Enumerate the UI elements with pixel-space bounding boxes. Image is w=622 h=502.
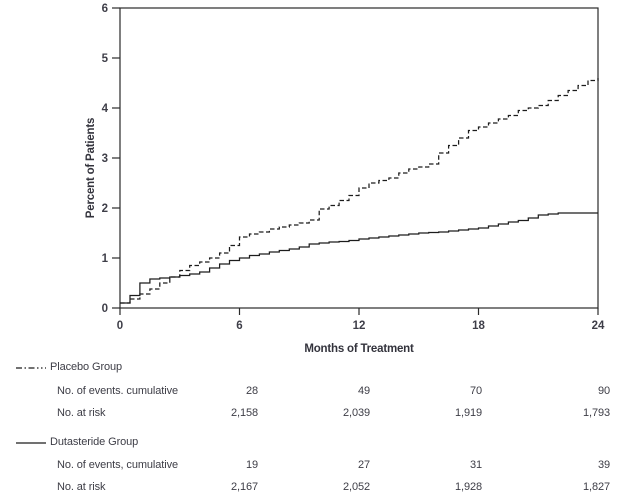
dutasteride-group-label: Dutasteride Group (50, 436, 139, 448)
x-tick-label: 24 (592, 320, 605, 332)
legend-row-placebo: Placebo Group (0, 361, 622, 377)
series-path-placebo-group (120, 78, 599, 304)
placebo-group-label: Placebo Group (50, 361, 123, 373)
x-tick-label: 18 (472, 320, 485, 332)
x-tick-label: 6 (236, 320, 242, 332)
placebo-events-m24: 90 (597, 385, 610, 397)
y-axis-title: Percent of Patients (85, 117, 97, 219)
dutasteride-risk-m24: 1,827 (582, 481, 610, 493)
y-tick-label: 1 (102, 253, 109, 265)
y-tick-label: 5 (102, 53, 109, 65)
dutasteride-risk-m12: 2,052 (342, 481, 370, 493)
placebo-events-label: No. of events. cumulative (57, 385, 179, 397)
legend-row-dutasteride: Dutasteride Group (0, 436, 622, 452)
placebo-risk-m18: 1,919 (454, 407, 482, 419)
table-row: No. of events, cumulative 19 27 31 39 (0, 459, 622, 475)
dutasteride-events-m6: 19 (245, 459, 258, 471)
placebo-at-risk-label: No. at risk (57, 407, 106, 419)
y-tick-label: 3 (102, 153, 108, 165)
placebo-risk-m24: 1,793 (582, 407, 610, 419)
dutasteride-events-m24: 39 (597, 459, 610, 471)
dutasteride-risk-m18: 1,928 (454, 481, 482, 493)
y-tick-label: 4 (102, 103, 109, 115)
placebo-events-m6: 28 (245, 385, 258, 397)
y-tick-label: 0 (102, 303, 108, 315)
x-tick-label: 0 (117, 320, 123, 332)
plot-frame (119, 7, 599, 309)
y-tick-label: 6 (102, 3, 108, 15)
dutasteride-solid-line-icon (16, 442, 46, 444)
table-row: No. at risk 2,158 2,039 1,919 1,793 (0, 407, 622, 423)
series-path-dutasteride-group (120, 212, 598, 304)
dutasteride-risk-m6: 2,167 (230, 481, 258, 493)
table-row: No. of events. cumulative 28 49 70 90 (0, 385, 622, 401)
y-tick-label: 2 (102, 203, 108, 215)
placebo-risk-m12: 2,039 (342, 407, 370, 419)
placebo-events-m18: 70 (469, 385, 482, 397)
dutasteride-at-risk-label: No. at risk (57, 481, 106, 493)
placebo-dashdot-line-icon (16, 367, 46, 369)
dutasteride-events-m12: 27 (357, 459, 370, 471)
placebo-risk-m6: 2,158 (230, 407, 258, 419)
x-tick-label: 12 (353, 320, 366, 332)
placebo-events-m12: 49 (357, 385, 370, 397)
dutasteride-events-label: No. of events, cumulative (57, 459, 179, 471)
x-axis-title: Months of Treatment (304, 343, 414, 355)
table-row: No. at risk 2,167 2,052 1,928 1,827 (0, 481, 622, 497)
dutasteride-events-m18: 31 (469, 459, 482, 471)
